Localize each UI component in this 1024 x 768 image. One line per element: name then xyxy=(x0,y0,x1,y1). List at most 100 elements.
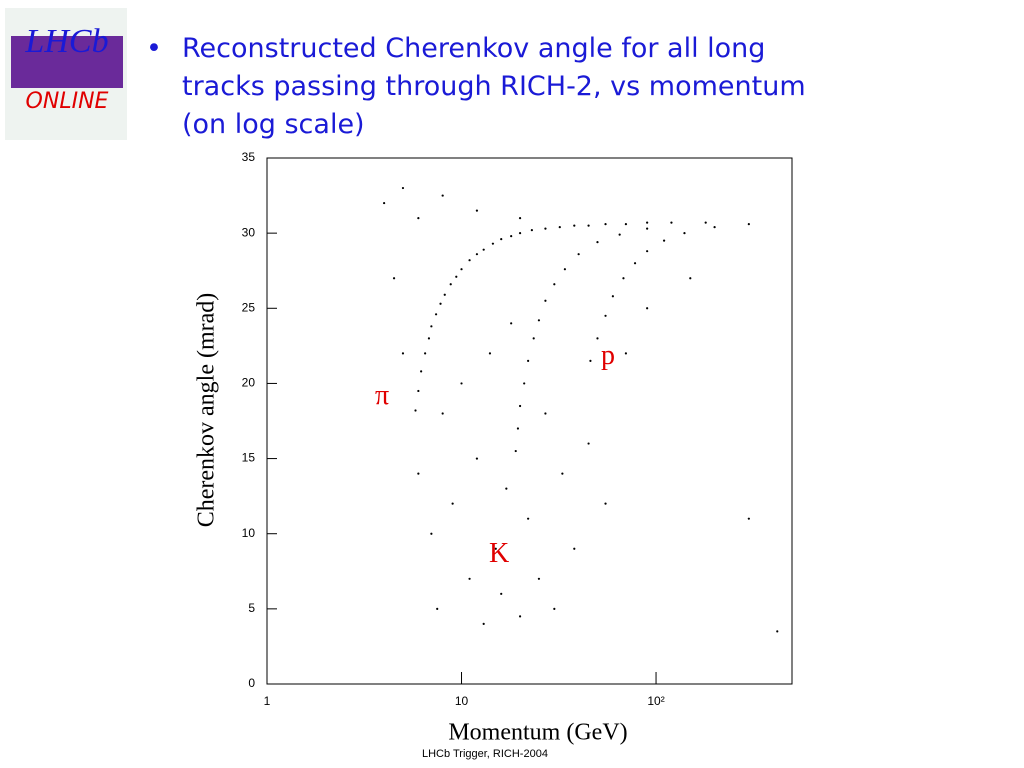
logo-graphic: LHCb ONLINE xyxy=(11,23,123,114)
point xyxy=(622,277,625,280)
point xyxy=(683,232,686,235)
point xyxy=(563,268,567,271)
point xyxy=(424,352,427,355)
point xyxy=(475,457,479,460)
y-tick-label: 35 xyxy=(242,150,256,164)
point xyxy=(523,382,526,385)
point xyxy=(383,201,386,205)
point xyxy=(713,226,716,229)
point xyxy=(527,359,530,362)
point xyxy=(436,607,439,610)
point xyxy=(537,577,541,580)
point xyxy=(670,221,673,224)
point xyxy=(482,248,485,251)
y-tick-label: 25 xyxy=(242,300,256,314)
point xyxy=(401,186,405,190)
point xyxy=(537,319,541,322)
point xyxy=(747,517,750,520)
point xyxy=(747,223,750,226)
point xyxy=(624,223,628,226)
point xyxy=(430,325,433,328)
bullet-line: (on log scale) xyxy=(182,109,365,140)
point xyxy=(577,253,580,256)
point xyxy=(518,615,522,618)
bullet-line: Reconstructed Cherenkov angle for all lo… xyxy=(182,33,766,64)
point xyxy=(491,242,495,245)
point xyxy=(587,442,590,445)
annotation: K xyxy=(489,538,510,569)
bullet-dot: • xyxy=(146,33,162,64)
point xyxy=(510,322,513,325)
y-tick-label: 5 xyxy=(248,601,255,615)
point xyxy=(455,275,458,278)
y-tick-label: 0 xyxy=(248,676,255,690)
point xyxy=(441,194,444,197)
point xyxy=(460,268,463,271)
point xyxy=(776,630,779,633)
point xyxy=(532,337,535,340)
point xyxy=(414,409,417,412)
point xyxy=(558,226,561,229)
point xyxy=(573,547,576,550)
point xyxy=(527,517,530,520)
point xyxy=(439,302,442,305)
annotation: π xyxy=(375,380,390,411)
point xyxy=(530,229,533,232)
y-axis-label: Cherenkov angle (mrad) xyxy=(194,293,220,528)
point xyxy=(646,221,649,224)
logo: LHCb ONLINE xyxy=(5,8,127,140)
y-tick-label: 20 xyxy=(242,376,256,390)
point xyxy=(646,250,649,253)
point xyxy=(468,577,471,580)
point xyxy=(488,352,492,355)
point xyxy=(443,293,446,296)
x-tick-label: 1 xyxy=(264,694,271,708)
point xyxy=(589,359,592,362)
point xyxy=(451,502,454,505)
point xyxy=(604,314,607,317)
point xyxy=(689,277,692,280)
x-tick-label: 10² xyxy=(647,694,664,708)
point xyxy=(544,227,547,230)
point xyxy=(662,239,666,242)
point xyxy=(518,404,522,408)
point xyxy=(518,217,522,220)
plot-frame xyxy=(266,157,793,685)
point xyxy=(553,607,556,610)
point xyxy=(430,532,433,535)
point xyxy=(516,427,520,430)
point xyxy=(441,412,444,415)
point xyxy=(544,412,547,415)
point xyxy=(596,337,599,340)
point xyxy=(573,224,576,227)
annotation: p xyxy=(601,340,615,371)
point xyxy=(427,337,431,340)
point xyxy=(475,209,479,212)
point xyxy=(468,259,471,262)
y-tick-label: 30 xyxy=(242,225,256,239)
point xyxy=(618,233,621,236)
point xyxy=(704,221,707,224)
point xyxy=(611,295,614,298)
point xyxy=(475,253,479,256)
point xyxy=(494,547,497,550)
point xyxy=(417,472,420,475)
point xyxy=(518,232,522,235)
point xyxy=(482,622,485,625)
logo-band xyxy=(11,36,123,88)
x-tick-label: 10 xyxy=(455,694,469,708)
bullet: • Reconstructed Cherenkov angle for all … xyxy=(146,30,806,144)
point xyxy=(646,227,649,230)
point xyxy=(417,389,420,393)
point xyxy=(505,487,508,490)
x-axis-label: Momentum (GeV) xyxy=(448,720,627,746)
point xyxy=(553,283,556,286)
point xyxy=(417,217,420,220)
point xyxy=(633,262,637,265)
point xyxy=(596,241,599,244)
point xyxy=(561,472,564,475)
y-tick-label: 10 xyxy=(242,526,256,540)
logo-bottom: ONLINE xyxy=(26,89,109,114)
